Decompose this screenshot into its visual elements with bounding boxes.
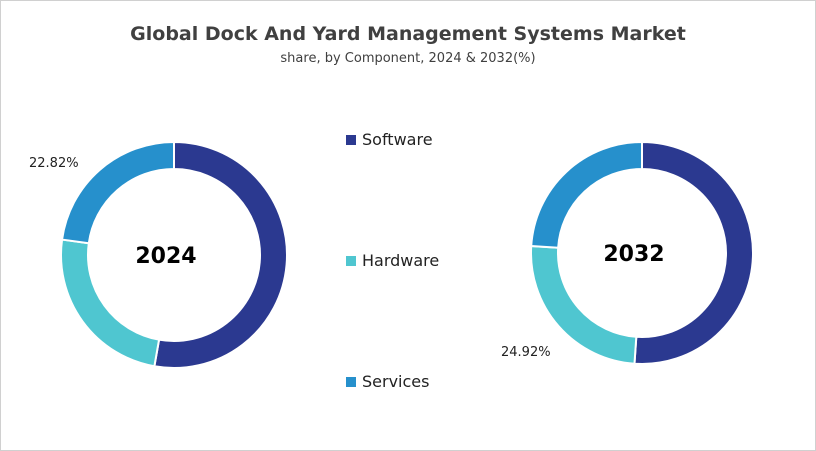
legend-label: Services [362, 372, 430, 391]
slice-2032-software [633, 140, 754, 365]
legend-item-services: Services [346, 372, 429, 391]
legend-label: Hardware [362, 251, 440, 270]
slice-2024-software [153, 140, 288, 369]
legend-swatch [346, 134, 356, 145]
slice-2032-services [530, 140, 643, 249]
legend-item-software: Software [346, 130, 433, 149]
chart-subtitle: share, by Component, 2024 & 2032(%) [280, 51, 536, 66]
legend-item-hardware: Hardware [346, 251, 439, 270]
data-label: 22.82% [29, 156, 79, 171]
data-label: 24.92% [501, 345, 551, 360]
legend-swatch [346, 376, 356, 387]
donut-center-label: 2032 [603, 242, 664, 267]
slice-2024-services [60, 140, 175, 245]
legend-swatch [346, 255, 356, 266]
legend-label: Software [362, 130, 433, 149]
chart-title: Global Dock And Yard Management Systems … [130, 23, 686, 45]
donut-center-label: 2024 [135, 244, 196, 269]
